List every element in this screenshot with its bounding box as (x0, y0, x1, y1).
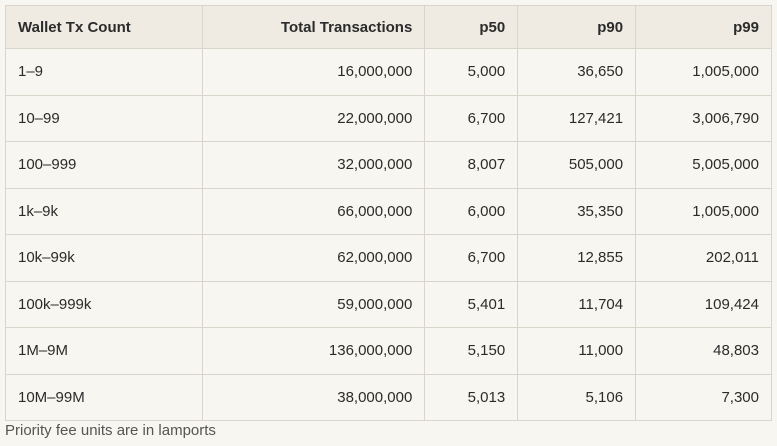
table-cell: 10–99 (5, 94, 203, 142)
data-table: Wallet Tx Count Total Transactions p50 p90 p… (5, 5, 772, 421)
table-cell: 6,700 (424, 234, 519, 282)
table-cell: 5,005,000 (635, 141, 772, 189)
table-cell: 6,700 (424, 94, 519, 142)
table-cell: 62,000,000 (201, 234, 426, 282)
table-cell: 109,424 (635, 280, 772, 328)
table-row: 10M–99M 38,000,000 5,013 5,106 7,300 (5, 373, 772, 421)
table-cell: 127,421 (517, 94, 637, 142)
table-cell: 11,000 (517, 327, 637, 375)
table-cell: 7,300 (635, 373, 772, 421)
header-cell: Wallet Tx Count (5, 5, 203, 49)
table-cell: 32,000,000 (201, 141, 426, 189)
header-cell: p99 (635, 5, 772, 49)
table-cell: 5,150 (424, 327, 519, 375)
table-cell: 8,007 (424, 141, 519, 189)
table-cell: 12,855 (517, 234, 637, 282)
table-cell: 10k–99k (5, 234, 203, 282)
table-cell: 3,006,790 (635, 94, 772, 142)
table-cell: 1,005,000 (635, 187, 772, 235)
table-cell: 5,013 (424, 373, 519, 421)
table-row: 1k–9k 66,000,000 6,000 35,350 1,005,000 (5, 187, 772, 235)
table-cell: 59,000,000 (201, 280, 426, 328)
table-body: 1–9 16,000,000 5,000 36,650 1,005,000 10–99 22… (5, 48, 772, 421)
table-cell: 1k–9k (5, 187, 203, 235)
footnote: Priority fee units are in lamports (5, 422, 216, 439)
table-cell: 16,000,000 (201, 48, 426, 96)
table-row: 100–999 32,000,000 8,007 505,000 5,005,000 (5, 141, 772, 189)
table-cell: 1–9 (5, 48, 203, 96)
header-cell: p50 (424, 5, 519, 49)
table-cell: 202,011 (635, 234, 772, 282)
table-cell: 22,000,000 (201, 94, 426, 142)
table-head: Wallet Tx Count Total Transactions p50 p90 p… (5, 5, 772, 49)
header-cell: Total Transactions (201, 5, 426, 49)
table-cell: 100k–999k (5, 280, 203, 328)
table-row: 10–99 22,000,000 6,700 127,421 3,006,790 (5, 94, 772, 142)
table-cell: 136,000,000 (201, 327, 426, 375)
header-row: Wallet Tx Count Total Transactions p50 p90 p… (5, 5, 772, 49)
table-cell: 48,803 (635, 327, 772, 375)
header-cell: p90 (517, 5, 637, 49)
table-cell: 10M–99M (5, 373, 203, 421)
table-cell: 1M–9M (5, 327, 203, 375)
table-cell: 6,000 (424, 187, 519, 235)
table-cell: 5,106 (517, 373, 637, 421)
table-row: 100k–999k 59,000,000 5,401 11,704 109,424 (5, 280, 772, 328)
table-row: 1M–9M 136,000,000 5,150 11,000 48,803 (5, 327, 772, 375)
table-cell: 11,704 (517, 280, 637, 328)
table-cell: 38,000,000 (201, 373, 426, 421)
table-cell: 5,000 (424, 48, 519, 96)
table-cell: 505,000 (517, 141, 637, 189)
table-cell: 35,350 (517, 187, 637, 235)
table-row: 1–9 16,000,000 5,000 36,650 1,005,000 (5, 48, 772, 96)
table-cell: 66,000,000 (201, 187, 426, 235)
table-cell: 5,401 (424, 280, 519, 328)
table-cell: 1,005,000 (635, 48, 772, 96)
table-cell: 36,650 (517, 48, 637, 96)
table-cell: 100–999 (5, 141, 203, 189)
table-row: 10k–99k 62,000,000 6,700 12,855 202,011 (5, 234, 772, 282)
